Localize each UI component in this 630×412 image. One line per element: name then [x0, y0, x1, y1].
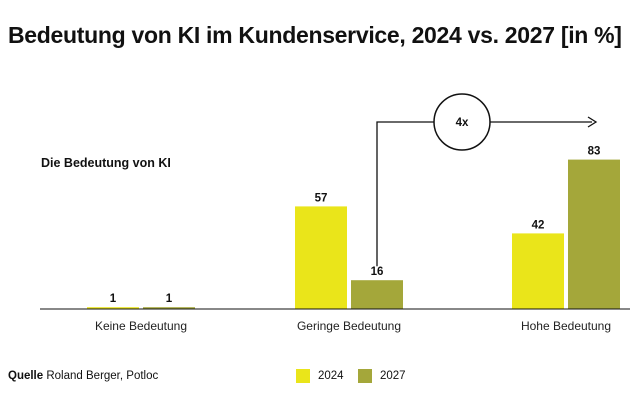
bar-hohe-bedeutung-2024 [512, 233, 564, 309]
data-label-hohe-bedeutung-2027: 83 [588, 146, 601, 158]
legend-item-2024: 2024 [296, 368, 344, 384]
bar-keine-bedeutung-2024 [87, 307, 139, 309]
source-label: Quelle [8, 370, 44, 382]
x-tick-label-keine-bedeutung: Keine Bedeutung [95, 319, 187, 333]
legend-item-2027: 2027 [358, 368, 406, 384]
chart-title: Bedeutung von KI im Kundenservice, 2024 … [8, 22, 622, 48]
data-label-geringe-bedeutung-2024: 57 [315, 192, 328, 204]
x-tick-label-hohe-bedeutung: Hohe Bedeutung [521, 319, 611, 333]
chart-subtitle: Die Bedeutung von KI [41, 156, 171, 170]
annotation-connector [376, 121, 434, 267]
bar-geringe-bedeutung-2024 [295, 206, 347, 309]
annotation-label: 4x [456, 117, 469, 129]
bar-hohe-bedeutung-2027 [568, 159, 620, 309]
legend-swatch-2024 [296, 369, 310, 383]
annotation-circle [433, 93, 491, 151]
legend-label-2027: 2027 [380, 370, 406, 382]
legend-swatch-2027 [358, 369, 372, 383]
data-label-keine-bedeutung-2024: 1 [110, 293, 117, 305]
source-text: Roland Berger, Potloc [46, 370, 159, 382]
data-label-keine-bedeutung-2027: 1 [166, 293, 173, 305]
bar-keine-bedeutung-2027 [143, 307, 195, 309]
data-label-hohe-bedeutung-2024: 42 [532, 219, 545, 231]
bar-geringe-bedeutung-2027 [351, 280, 403, 309]
annotation-arrowhead [587, 116, 598, 128]
data-label-geringe-bedeutung-2027: 16 [371, 266, 384, 278]
source-note: Quelle Roland Berger, Potloc [8, 370, 158, 382]
x-tick-label-geringe-bedeutung: Geringe Bedeutung [297, 319, 401, 333]
legend-label-2024: 2024 [318, 370, 344, 382]
